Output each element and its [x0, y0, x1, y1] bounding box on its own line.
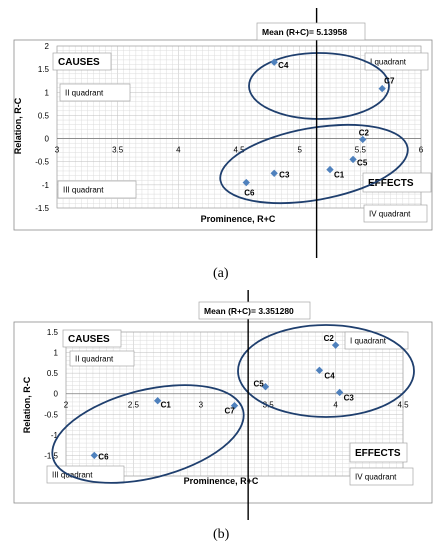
chart2-label-box-text: CAUSES	[68, 334, 110, 345]
chart2-point-label: C2	[324, 334, 335, 343]
chart1-point-c2	[359, 135, 367, 144]
chart2-plot-area	[65, 331, 404, 477]
chart1-cluster-ellipse	[248, 52, 390, 120]
chart1-point-c4	[270, 58, 278, 66]
chart2-label-box	[69, 350, 135, 367]
chart1-y-tick-label: 1	[45, 88, 50, 97]
chart2-label-box	[349, 467, 414, 486]
chart2-label-box	[349, 442, 408, 463]
chart2-point-c7	[230, 401, 239, 410]
chart1-point-label: C5	[357, 158, 368, 167]
chart1-point-label: C2	[359, 128, 370, 137]
chart2-point-c2	[331, 341, 340, 349]
chart2-x-tick-label: 4.5	[397, 401, 409, 410]
chart1-point-label: C6	[244, 189, 255, 198]
chart1-x-tick-label: 4.5	[233, 146, 245, 155]
chart2-point-c4	[315, 366, 324, 374]
chart2-point-label: C6	[98, 452, 109, 461]
chart1-x-tick-label: 4	[176, 146, 181, 155]
chart1-y-tick-label: -0.5	[35, 158, 49, 167]
chart1-label-box-text: IV quadrant	[369, 209, 411, 218]
chart2-label-box-text: II quadrant	[75, 354, 114, 363]
chart1-point-label: C7	[384, 77, 395, 86]
chart1-y-tick-label: -1.5	[35, 204, 49, 213]
chart2-label-box	[46, 465, 125, 484]
chart2-y-tick-label: 0	[54, 390, 59, 399]
chart1-x-axis-title: Prominence, R+C	[201, 214, 276, 224]
chart1-cluster-ellipse	[219, 123, 409, 205]
chart2-gridlines	[65, 331, 404, 477]
chart2-point-c3	[335, 388, 344, 397]
chart2-x-tick-label: 4	[333, 401, 338, 410]
chart1-x-tick-label: 5	[297, 146, 302, 155]
chart1-label-box-text: II quadrant	[65, 88, 104, 97]
chart1-point-c6	[242, 178, 250, 187]
chart1-point-c3	[270, 169, 278, 177]
chart1-x-tick-label: 5.5	[355, 146, 367, 155]
chart1-label-box	[59, 83, 131, 102]
chart2-mean-label: Mean (R+C)= 3.351280	[204, 306, 294, 316]
chart1-y-tick-label: 0	[45, 135, 50, 144]
chart2-x-tick-label: 2.5	[128, 401, 140, 410]
chart1-y-tick-label: 0.5	[38, 111, 50, 120]
chart2-cluster-ellipse	[237, 324, 415, 418]
chart2-point-label: C4	[324, 371, 335, 380]
chart2-point-c5	[261, 383, 270, 391]
chart1-mean-label: Mean (R+C)= 5.13958	[262, 27, 347, 37]
chart1-x-tick-label: 3	[55, 146, 60, 155]
chart2-y-tick-label: -1.5	[44, 451, 58, 460]
chart1-label-box	[362, 172, 432, 193]
panel-label-b: (b)	[213, 527, 230, 542]
chart2-mean-label-box	[198, 301, 311, 320]
chart2-y-tick-label: 1.5	[47, 328, 59, 337]
chart2-label-box	[344, 331, 409, 350]
chart1-label-box	[363, 204, 428, 223]
chart1-y-axis-title: Relation, R-C	[13, 97, 23, 154]
chart2-y-tick-label: 1	[54, 349, 59, 358]
chart2-x-axis-title: Prominence, R+C	[184, 476, 259, 486]
chart1-x-tick-label: 3.5	[112, 146, 124, 155]
chart2-label-box-text: I quadrant	[350, 336, 387, 345]
chart2-label-box-text: EFFECTS	[355, 448, 401, 459]
chart2-label-box-text: III quadrant	[52, 470, 93, 479]
chart1-y-tick-label: 1.5	[38, 65, 50, 74]
chart2-point-label: C7	[225, 407, 236, 416]
chart1-label-box-text: III quadrant	[63, 185, 104, 194]
chart2-cluster-ellipse	[51, 384, 245, 484]
chart1-label-box-text: CAUSES	[58, 57, 100, 68]
chart2-label-box-text: IV quadrant	[355, 472, 397, 481]
chart2-y-tick-label: -0.5	[44, 410, 58, 419]
chart1-point-label: C4	[278, 61, 289, 70]
panel-label-a: (a)	[213, 266, 229, 281]
chart1-label-box-text: EFFECTS	[368, 178, 414, 189]
chart1-label-box-text: I quadrant	[370, 57, 407, 66]
chart1-point-c7	[378, 84, 386, 93]
chart2-point-label: C3	[344, 393, 355, 402]
chart2-x-tick-label: 2	[64, 401, 69, 410]
chart2-label-box	[62, 329, 122, 348]
chart1-point-label: C1	[334, 171, 345, 180]
chart2-x-tick-label: 3	[199, 401, 204, 410]
chart1-label-box	[52, 52, 112, 71]
chart2-y-tick-label: -1	[51, 431, 59, 440]
chart1-point-label: C3	[279, 170, 290, 179]
chart1-y-tick-label: -1	[42, 181, 50, 190]
chart2-y-tick-label: 0.5	[47, 369, 59, 378]
chart2-y-axis-title: Relation, R-C	[22, 376, 32, 433]
chart1-y-tick-label: 2	[45, 42, 50, 51]
chart2-point-label: C5	[254, 380, 265, 389]
chart1-plot-area	[56, 45, 422, 209]
chart1-x-tick-label: 6	[419, 146, 424, 155]
chart1-label-box	[57, 180, 137, 199]
chart1-mean-label-box	[256, 22, 366, 41]
chart2-point-label: C1	[161, 401, 172, 410]
